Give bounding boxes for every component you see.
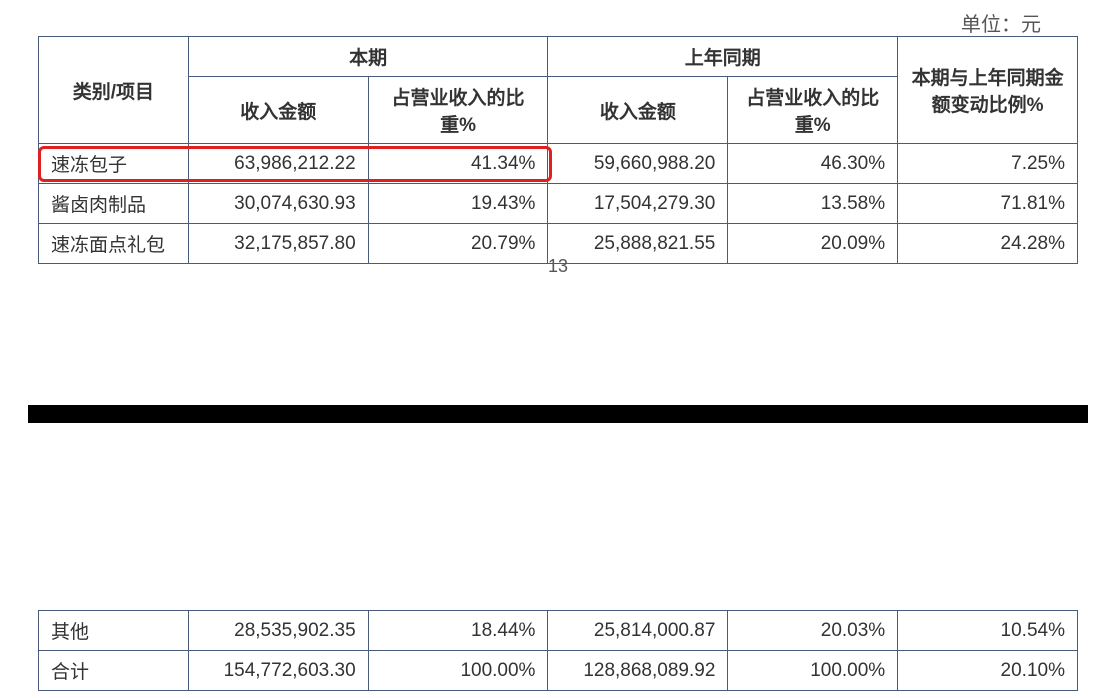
cell-change: 7.25% [898, 144, 1078, 184]
header-revenue-amount-2: 收入金额 [548, 77, 728, 144]
revenue-table-top: 类别/项目 本期 上年同期 本期与上年同期金额变动比例% 收入金额 占营业收入的… [38, 36, 1078, 264]
header-category: 类别/项目 [39, 37, 189, 144]
cell-change: 71.81% [898, 184, 1078, 224]
cell-amt2: 25,814,000.87 [548, 611, 728, 651]
cell-pct1: 19.43% [368, 184, 548, 224]
cell-pct2: 13.58% [728, 184, 898, 224]
cell-amt2: 59,660,988.20 [548, 144, 728, 184]
unit-label: 单位：元 [961, 8, 1041, 37]
page-number: 13 [0, 256, 1116, 277]
cell-amt2: 128,868,089.92 [548, 651, 728, 691]
header-prior-period: 上年同期 [548, 37, 898, 77]
table-row: 其他 28,535,902.35 18.44% 25,814,000.87 20… [39, 611, 1078, 651]
cell-category: 酱卤肉制品 [39, 184, 189, 224]
cell-pct1: 18.44% [368, 611, 548, 651]
cell-amt1: 30,074,630.93 [188, 184, 368, 224]
cell-amt1: 154,772,603.30 [188, 651, 368, 691]
cell-pct1: 100.00% [368, 651, 548, 691]
header-current-period: 本期 [188, 37, 548, 77]
table-row: 酱卤肉制品 30,074,630.93 19.43% 17,504,279.30… [39, 184, 1078, 224]
cell-change: 10.54% [898, 611, 1078, 651]
separator-bar [28, 405, 1088, 423]
cell-amt1: 28,535,902.35 [188, 611, 368, 651]
header-revenue-amount-1: 收入金额 [188, 77, 368, 144]
cell-category: 速冻包子 [39, 144, 189, 184]
header-pct-2: 占营业收入的比重% [728, 77, 898, 144]
table-row: 合计 154,772,603.30 100.00% 128,868,089.92… [39, 651, 1078, 691]
revenue-table-bottom: 其他 28,535,902.35 18.44% 25,814,000.87 20… [38, 610, 1078, 691]
bottom-table-container: 其他 28,535,902.35 18.44% 25,814,000.87 20… [38, 610, 1078, 691]
cell-category: 其他 [39, 611, 189, 651]
cell-pct2: 46.30% [728, 144, 898, 184]
header-change: 本期与上年同期金额变动比例% [898, 37, 1078, 144]
cell-amt1: 63,986,212.22 [188, 144, 368, 184]
header-pct-1: 占营业收入的比重% [368, 77, 548, 144]
cell-pct2: 20.03% [728, 611, 898, 651]
table-row: 速冻包子 63,986,212.22 41.34% 59,660,988.20 … [39, 144, 1078, 184]
cell-pct1: 41.34% [368, 144, 548, 184]
cell-amt2: 17,504,279.30 [548, 184, 728, 224]
cell-category: 合计 [39, 651, 189, 691]
cell-pct2: 100.00% [728, 651, 898, 691]
cell-change: 20.10% [898, 651, 1078, 691]
top-table-container: 类别/项目 本期 上年同期 本期与上年同期金额变动比例% 收入金额 占营业收入的… [38, 36, 1078, 264]
